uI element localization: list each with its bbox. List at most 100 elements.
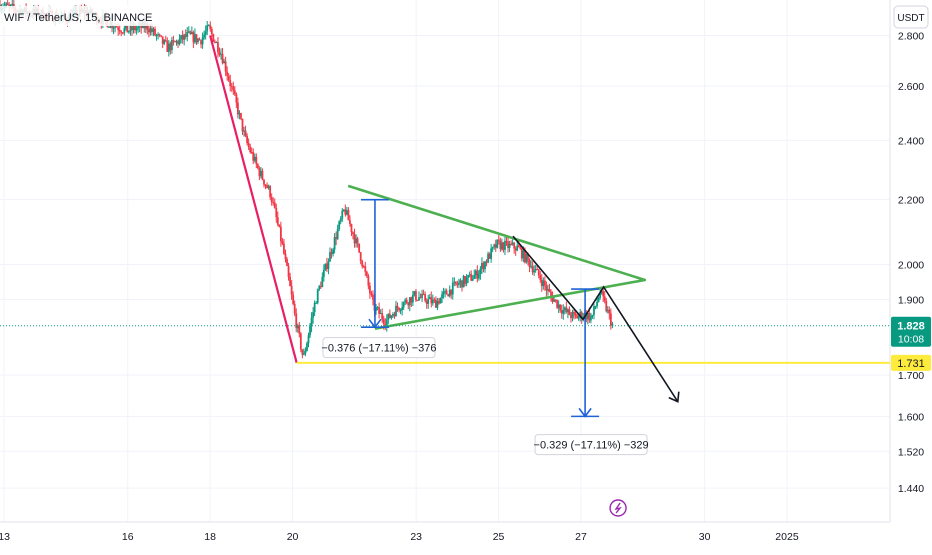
candle-body [453,281,456,283]
candle-body [536,269,539,271]
candle-body [527,254,529,260]
candle-body [456,283,459,285]
candle-body [395,305,397,317]
candle-body [502,242,505,250]
measure-label-text: −0.376 (−17.11%) −376 [321,343,436,355]
grid-layer [0,0,890,522]
candle-body [213,41,216,43]
candle-body [431,299,434,304]
candle-body [560,310,563,314]
candle-body [166,41,169,52]
candle-body [557,304,560,308]
price-tick-label: 1.440 [898,483,924,495]
candle-body [253,156,256,161]
candle-body [184,34,187,37]
candle-body [410,297,413,303]
candle-body [186,31,189,37]
candle-body [427,299,430,304]
candle-body [398,307,400,311]
candle-body [593,306,595,315]
candle-body [590,316,592,321]
candle-body [451,282,454,295]
candle-body [571,311,574,318]
candle-body [218,52,221,55]
candle-body [507,241,509,249]
measure-label-text: −0.329 (−17.11%) −329 [534,440,649,452]
candle-body [496,239,499,248]
candle-body [375,307,377,311]
candle-body [11,3,14,5]
candle-body [190,32,193,35]
candle-body [322,269,325,277]
symbol-header[interactable]: WIF / TetherUS, 15, BINANCE [0,6,170,26]
candle-body [438,300,440,304]
candle-body [161,36,164,44]
candle-body [152,28,155,32]
candle-body [244,130,247,137]
candle-body [430,297,433,304]
candle-body [344,209,347,215]
candle-body [312,312,315,318]
candle-body [319,286,322,288]
candle-body [479,268,482,274]
candle-body [252,152,255,161]
time-tick-label: 30 [699,531,711,543]
candle-body [364,266,367,272]
candle-body [454,281,457,284]
candle-body [158,34,161,36]
candle-body [563,307,566,310]
candle-body [233,90,236,95]
candle-body [221,53,224,64]
candle-body [415,291,417,300]
candle-body [550,291,552,296]
time-tick-label: 20 [287,531,299,543]
candle-body [542,280,545,287]
time-tick-label: 2025 [775,531,799,543]
candle-body [461,280,463,288]
candle-body [129,25,132,31]
candle-body [504,240,506,250]
candle-body [411,294,414,303]
candle-body [606,309,609,312]
time-tick-label: 27 [575,531,587,543]
candle-body [247,143,250,147]
candle-body [250,152,253,154]
candle-body [579,312,582,317]
currency-button[interactable]: USDT [893,5,929,29]
candle-body [163,40,166,44]
candle-body [283,243,285,254]
candle-body [465,277,468,284]
candle-body [121,32,124,34]
candle-body [272,202,275,204]
candle-body [559,304,562,311]
candle-body [146,23,149,30]
candle-body [160,35,163,37]
candle-body [117,27,120,30]
candle-body [401,307,404,310]
candle-body [112,27,115,29]
candle-body [341,210,344,219]
bar-countdown: 10:08 [898,334,924,346]
candle-body [128,30,130,33]
candle-body [545,285,548,291]
candle-body [597,297,600,302]
candle-body [573,311,575,314]
measure-label-box [534,434,648,456]
candle-body [378,307,381,314]
candle-body [313,302,316,313]
candle-body [108,26,110,28]
candle-body [171,40,173,51]
candle-body [137,26,140,29]
candle-body [367,276,370,286]
candle-body [490,248,493,259]
candle-body [382,319,385,324]
candle-body [350,224,353,233]
candle-body [269,186,272,198]
candle-body [183,34,186,40]
candle-body [388,313,391,318]
candle-body [279,226,282,242]
candle-body [235,94,238,103]
candle-body [187,31,190,33]
